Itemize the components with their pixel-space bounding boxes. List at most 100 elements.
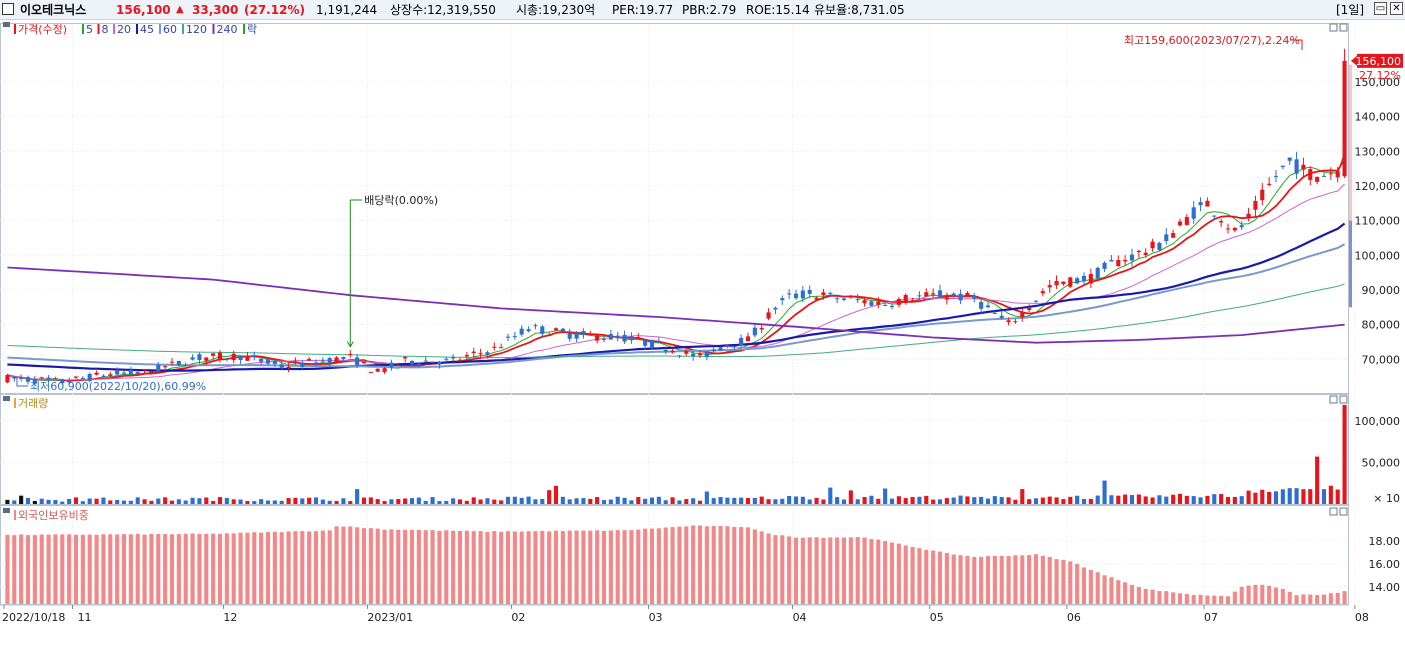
- foreign-bar: [416, 529, 421, 604]
- candle: [416, 362, 421, 368]
- legend-entry: 120: [186, 23, 207, 36]
- candle-body: [128, 369, 133, 375]
- volume-bar: [238, 499, 243, 504]
- foreign-bar: [135, 533, 140, 604]
- price-change: 33,300: [192, 3, 239, 17]
- candle: [499, 343, 504, 349]
- candle: [1328, 167, 1333, 181]
- volume-bar: [979, 496, 984, 504]
- candle-body: [451, 357, 456, 359]
- foreign-bar: [903, 545, 908, 604]
- stock-name[interactable]: 이오테크닉스: [20, 3, 87, 17]
- volume-bar: [211, 501, 216, 504]
- candle-body: [835, 298, 840, 300]
- period-selector[interactable]: [1일]: [1336, 3, 1365, 17]
- candle-body: [238, 355, 243, 361]
- volume-bar: [252, 501, 257, 504]
- volume-bar: [615, 496, 620, 504]
- stock-chart[interactable]: 70,000 80,000 90,000 100,000 110,000 120,000 1…: [0, 20, 1405, 648]
- close-icon[interactable]: ✕: [1390, 2, 1403, 15]
- candle-body: [896, 298, 901, 305]
- candle: [828, 291, 833, 297]
- candle: [478, 348, 483, 358]
- candle: [615, 331, 620, 342]
- foreign-bar: [1315, 595, 1320, 604]
- volume-bar: [718, 497, 723, 504]
- select-checkbox[interactable]: [2, 3, 14, 15]
- foreign-bar: [855, 537, 860, 604]
- candle-body: [293, 361, 298, 364]
- volume-bar: [1027, 499, 1032, 504]
- foreign-bar: [1164, 591, 1169, 604]
- candle-body: [1020, 311, 1025, 318]
- price-legend: 가격(수정) 5 8 20 45 60 120 240 락: [3, 22, 257, 36]
- volume-bar: [46, 499, 51, 504]
- volume-bar: [526, 496, 531, 504]
- candle-body: [211, 353, 216, 356]
- candle: [917, 291, 922, 301]
- candle-body: [588, 333, 593, 335]
- volume-bar: [924, 495, 929, 504]
- foreign-bar: [505, 531, 511, 604]
- minimize-icon[interactable]: ▭: [1374, 2, 1387, 15]
- volume-bar: [1047, 496, 1052, 504]
- candles: [5, 48, 1347, 386]
- volume-bar: [121, 500, 127, 504]
- candle-body: [553, 328, 559, 331]
- volume-bar: [608, 499, 613, 504]
- foreign-tick-label: 18.00: [1369, 535, 1401, 548]
- foreign-bar: [1212, 595, 1217, 604]
- candle-body: [444, 358, 449, 360]
- foreign-bar: [553, 530, 559, 604]
- candle-body: [149, 371, 154, 375]
- volume-bar: [451, 498, 456, 504]
- candle: [1095, 266, 1100, 279]
- volume-bar: [368, 497, 373, 504]
- candle-body: [1109, 259, 1114, 262]
- volume-bar: [1143, 496, 1148, 504]
- volume-bar: [1116, 495, 1121, 504]
- foreign-bar: [471, 531, 476, 604]
- foreign-bar: [608, 530, 613, 604]
- foreign-bar: [485, 531, 490, 604]
- candle-body: [334, 357, 339, 362]
- volume-bar: [519, 497, 524, 504]
- foreign-bar: [382, 529, 387, 604]
- volume-bar: [341, 498, 346, 504]
- candle-body: [1191, 207, 1196, 219]
- candle-body: [1260, 189, 1265, 201]
- candle-body: [1136, 250, 1141, 253]
- candle-body: [1061, 281, 1066, 285]
- volume-bar: [876, 498, 881, 504]
- volume-bar: [176, 499, 181, 504]
- legend-swatch: [97, 24, 100, 34]
- foreign-bar: [53, 534, 58, 604]
- candle-body: [492, 346, 497, 348]
- candle-body: [375, 368, 380, 372]
- legend-entry: 가격(수정): [18, 23, 67, 36]
- foreign-bar: [807, 537, 812, 604]
- candle-body: [684, 350, 689, 354]
- foreign-bar: [12, 535, 17, 604]
- candle: [32, 375, 37, 386]
- candle: [1081, 272, 1087, 286]
- candle: [629, 332, 634, 344]
- candle: [1150, 238, 1155, 252]
- foreign-bar: [444, 530, 449, 604]
- candle: [492, 342, 497, 351]
- volume-bar: [972, 497, 977, 504]
- candle-body: [903, 294, 908, 304]
- candle: [341, 356, 346, 363]
- foreign-bar: [533, 531, 538, 604]
- foreign-bar: [1027, 555, 1032, 604]
- foreign-bar: [300, 531, 305, 604]
- volume-bar: [992, 496, 997, 504]
- candle: [1225, 223, 1231, 234]
- candle-body: [691, 353, 696, 357]
- volume-bar: [739, 497, 744, 504]
- legend-entry: 락: [247, 23, 257, 36]
- candle: [937, 284, 943, 299]
- candle: [985, 302, 991, 309]
- foreign-bar: [560, 531, 565, 604]
- foreign-tick-label: 14.00: [1369, 581, 1401, 594]
